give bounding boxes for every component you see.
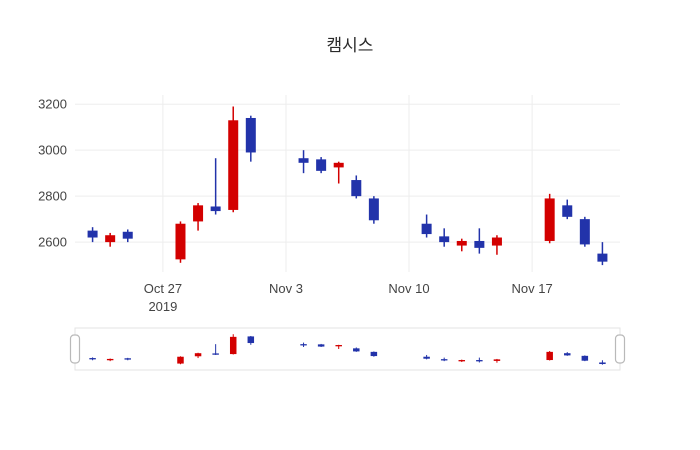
rs-candle-body <box>335 345 342 347</box>
rangeslider-handle-right[interactable] <box>614 334 626 364</box>
x-tick-label: Nov 3 <box>269 281 303 296</box>
rangeslider-handle-left[interactable] <box>69 334 81 364</box>
candle-body <box>491 237 502 246</box>
rs-candle-body <box>423 356 430 359</box>
candle-body <box>474 240 485 248</box>
candle-body <box>193 205 204 222</box>
rs-candle-body <box>300 344 307 346</box>
rs-candle-body <box>599 362 606 365</box>
rs-candle-body <box>106 358 114 361</box>
rs-candle-body <box>194 353 202 357</box>
candle-body <box>421 223 432 235</box>
y-tick-label: 3000 <box>38 143 67 158</box>
candle-body <box>228 120 239 210</box>
candle-body <box>175 223 186 260</box>
candle-body <box>562 205 573 217</box>
candle-body <box>544 198 555 241</box>
candle-body <box>210 206 221 212</box>
rs-candle-body <box>564 353 571 356</box>
candle-body <box>298 158 309 163</box>
candle-body <box>316 159 327 171</box>
rs-candle-body <box>124 358 131 360</box>
chart-title: 캠시스 <box>326 36 374 55</box>
candle-body <box>597 253 608 262</box>
candle-body <box>439 236 450 243</box>
candle-body <box>87 230 98 238</box>
candle-body <box>333 162 344 168</box>
rs-candle-body <box>212 353 219 355</box>
rs-candle-body <box>353 348 360 352</box>
y-tick-label: 2600 <box>38 235 67 250</box>
rs-candle-body <box>493 359 501 361</box>
candle-body <box>245 117 256 153</box>
candle-body <box>456 240 467 246</box>
rs-candle-body <box>229 336 237 355</box>
rs-candle-body <box>440 359 448 361</box>
plot-area[interactable] <box>75 95 620 272</box>
x-tick-sublabel: 2019 <box>148 299 177 314</box>
rs-candle-body <box>177 356 184 364</box>
rs-candle-body <box>89 358 96 360</box>
rs-candle-body <box>370 351 378 357</box>
candle-body <box>351 180 362 197</box>
x-tick-label: Nov 10 <box>388 281 429 296</box>
rs-candle-body <box>476 360 483 362</box>
rs-candle-body <box>247 336 255 344</box>
rangeslider[interactable] <box>74 327 621 371</box>
y-tick-label: 3200 <box>38 97 67 112</box>
x-tick-label: Oct 27 <box>144 281 182 296</box>
rs-candle-body <box>458 360 466 362</box>
candle-body <box>122 231 133 239</box>
x-tick-label: Nov 17 <box>511 281 552 296</box>
rs-candle-body <box>546 351 553 361</box>
candle-body <box>368 198 379 221</box>
candle-body <box>105 235 116 243</box>
rs-candle-body <box>581 355 589 361</box>
rs-candle-body <box>317 344 325 347</box>
y-tick-label: 2800 <box>38 189 67 204</box>
candle-body <box>579 219 590 245</box>
